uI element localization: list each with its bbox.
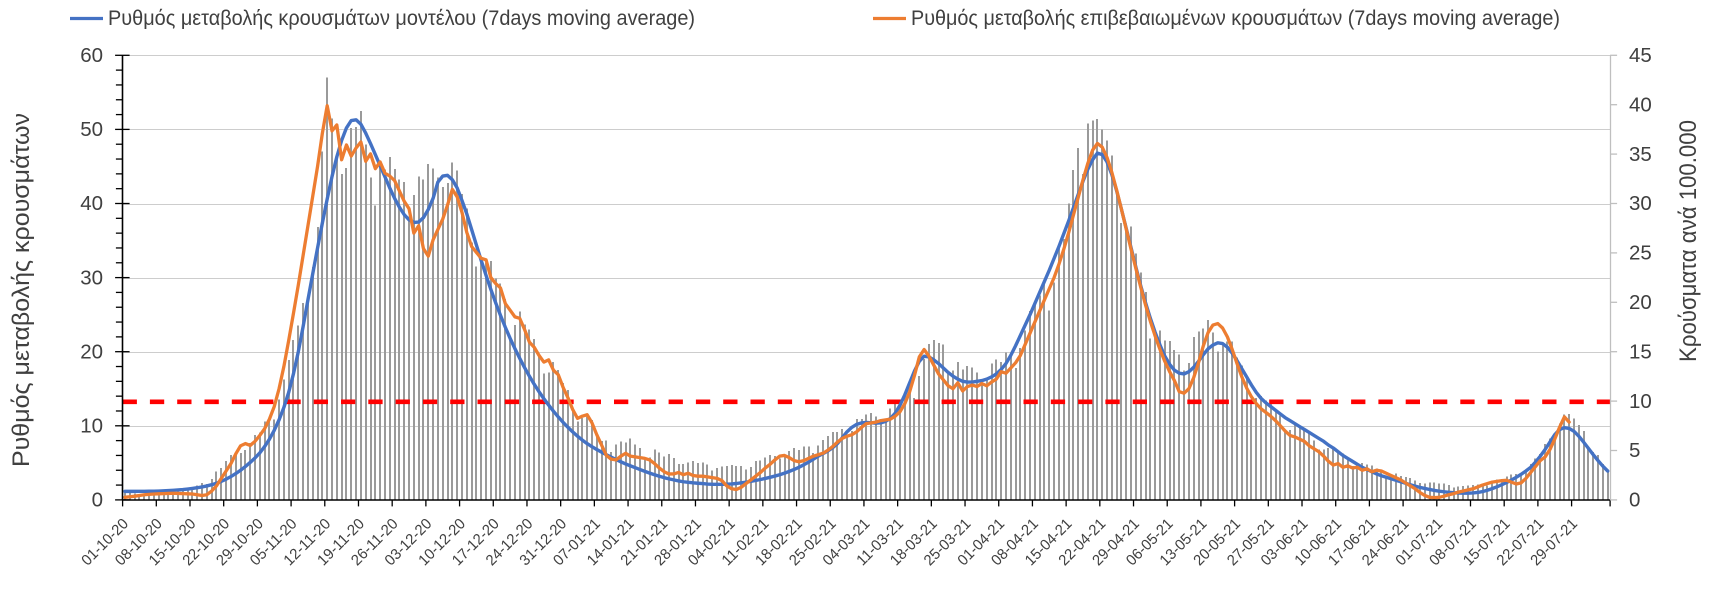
svg-text:Ρυθμός μεταβολής κρουσμάτων: Ρυθμός μεταβολής κρουσμάτων <box>8 113 35 467</box>
svg-text:50: 50 <box>80 118 103 141</box>
svg-text:20: 20 <box>1629 291 1652 314</box>
svg-text:30: 30 <box>80 266 103 289</box>
svg-text:0: 0 <box>1629 489 1640 512</box>
svg-text:40: 40 <box>1629 93 1652 116</box>
svg-text:60: 60 <box>80 44 103 67</box>
svg-text:15: 15 <box>1629 340 1652 363</box>
svg-text:0: 0 <box>92 489 103 512</box>
svg-text:30: 30 <box>1629 192 1652 215</box>
svg-text:10: 10 <box>80 415 103 438</box>
svg-text:Κρούσματα ανά 100.000: Κρούσματα ανά 100.000 <box>1675 120 1702 362</box>
svg-text:35: 35 <box>1629 143 1652 166</box>
svg-text:Ρυθμός μεταβολής κρουσμάτων μο: Ρυθμός μεταβολής κρουσμάτων μοντέλου (7d… <box>108 7 695 30</box>
svg-text:10: 10 <box>1629 390 1652 413</box>
svg-text:5: 5 <box>1629 439 1640 462</box>
svg-text:45: 45 <box>1629 44 1652 67</box>
svg-text:20: 20 <box>80 340 103 363</box>
svg-text:40: 40 <box>80 192 103 215</box>
svg-text:Ρυθμός μεταβολής επιβεβαιωμένω: Ρυθμός μεταβολής επιβεβαιωμένων κρουσμάτ… <box>911 7 1560 30</box>
svg-text:25: 25 <box>1629 242 1652 265</box>
